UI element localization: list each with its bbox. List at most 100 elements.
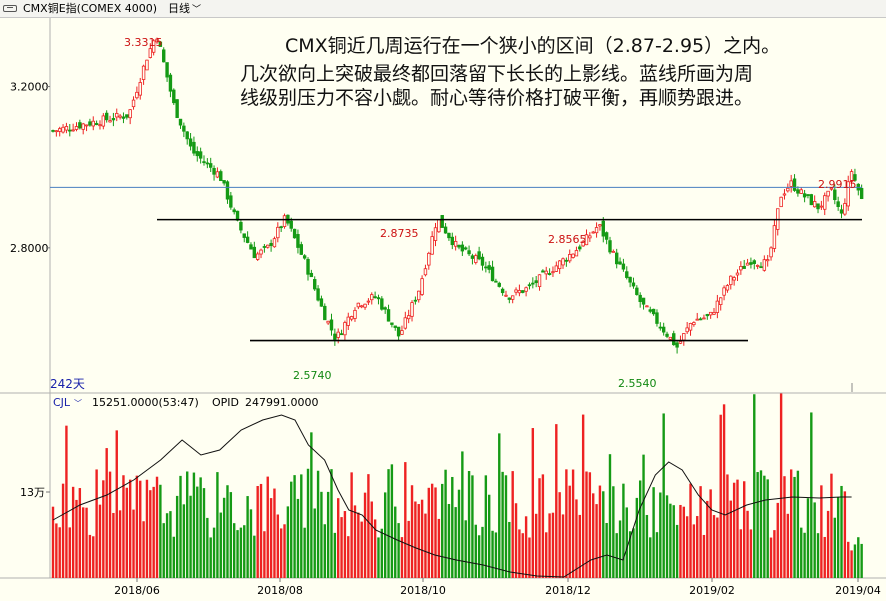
candle-body [843,203,847,215]
candle-body [809,194,814,206]
candle-body [504,294,508,297]
candle-body [464,247,468,250]
volume-bar [558,492,561,578]
volume-bar [222,497,226,578]
volume-bar [410,485,414,578]
candle-body [443,226,448,234]
candle-body [135,91,139,99]
time-tick-label: 2019/04 [835,584,881,597]
volume-bar [716,517,719,578]
chart-menu-icon[interactable] [3,5,17,12]
volume-bar [266,476,269,578]
volume-bar [732,482,736,578]
volume-bar [353,505,357,578]
bar-count-label: 242天 [50,377,85,391]
candle-body [802,193,807,198]
candle-body [470,255,475,259]
volume-bar [749,529,753,578]
volume-bar [806,498,810,578]
price-label: 2.5740 [293,369,332,382]
candle-body [480,256,485,266]
candle-body [289,220,293,229]
candle-body [175,99,179,119]
candle-body [722,287,726,296]
volume-bar [283,524,286,578]
volume-bar [394,506,397,578]
volume-bar [481,526,484,578]
volume-bar [279,528,283,578]
candle-body [383,307,387,310]
candle-body [165,62,169,78]
candles-group [51,37,864,354]
candle-body [591,231,595,234]
candle-body [846,181,850,207]
volume-bar [61,483,65,578]
candle-body [675,342,679,348]
volume-bar [189,495,192,578]
volume-bar [779,393,783,578]
volume-bar [826,510,830,578]
volume-bar [380,528,384,578]
volume-bar [441,483,444,578]
candle-body [326,320,330,324]
candle-body [423,268,428,276]
volume-bar [81,507,85,578]
chart-header: CMX铜E指(COMEX 4000) 日线 ﹀ [0,0,886,18]
volume-bars-group [51,393,863,578]
volume-bar [152,486,155,578]
price-label: 2.8565 [548,233,587,246]
candle-body [507,297,512,300]
volume-bar [363,492,367,578]
volume-bar [756,472,759,578]
candle-body [302,255,307,259]
candle-body [645,305,649,308]
volume-bar [675,524,679,578]
period-selector[interactable]: 日线 ﹀ [168,2,202,15]
candle-body [245,236,250,243]
candle-body [202,161,206,164]
volume-bar [471,475,474,578]
volume-bar [142,521,145,578]
volume-bar [326,491,330,578]
instrument-title[interactable]: CMX铜E指(COMEX 4000) [23,2,158,15]
volume-bar [729,500,732,578]
candle-body [272,238,277,248]
volume-bar [387,469,390,578]
candle-body [101,115,106,127]
candle-body [209,163,213,168]
candle-body [242,233,246,238]
volume-bar [823,536,826,578]
candle-body [255,253,260,260]
volume-bar [736,479,739,578]
volume-tick-label: 13万 [20,486,45,499]
volume-bar [343,511,347,578]
candle-body [584,234,589,246]
candle-body [551,271,555,274]
candle-body [225,181,230,200]
candle-body [353,309,357,319]
volume-bar [55,523,58,578]
annotation-line-3: 线级别压力不容小觑。耐心等待价格打破平衡，再顺势跟进。 [240,87,754,109]
candle-body [588,235,592,239]
volume-bar [320,491,323,578]
candle-body [745,262,750,266]
volume-bar [186,471,189,578]
volume-bar [679,504,682,578]
candle-body [61,126,65,133]
candle-body [581,240,585,247]
candle-body [406,315,411,320]
volume-bar [310,432,313,578]
candle-body [547,273,552,275]
candle-body [343,322,347,336]
volume-bar [105,448,108,578]
volume-bar [759,470,763,578]
volume-bar [273,488,276,578]
volume-bar [434,487,437,578]
candle-body [752,260,756,264]
volume-bar [722,404,726,578]
candle-body [527,284,532,287]
candle-body [269,242,273,246]
candle-body [356,302,361,308]
cjl-value: 15251.0000(53:47) [92,396,199,409]
